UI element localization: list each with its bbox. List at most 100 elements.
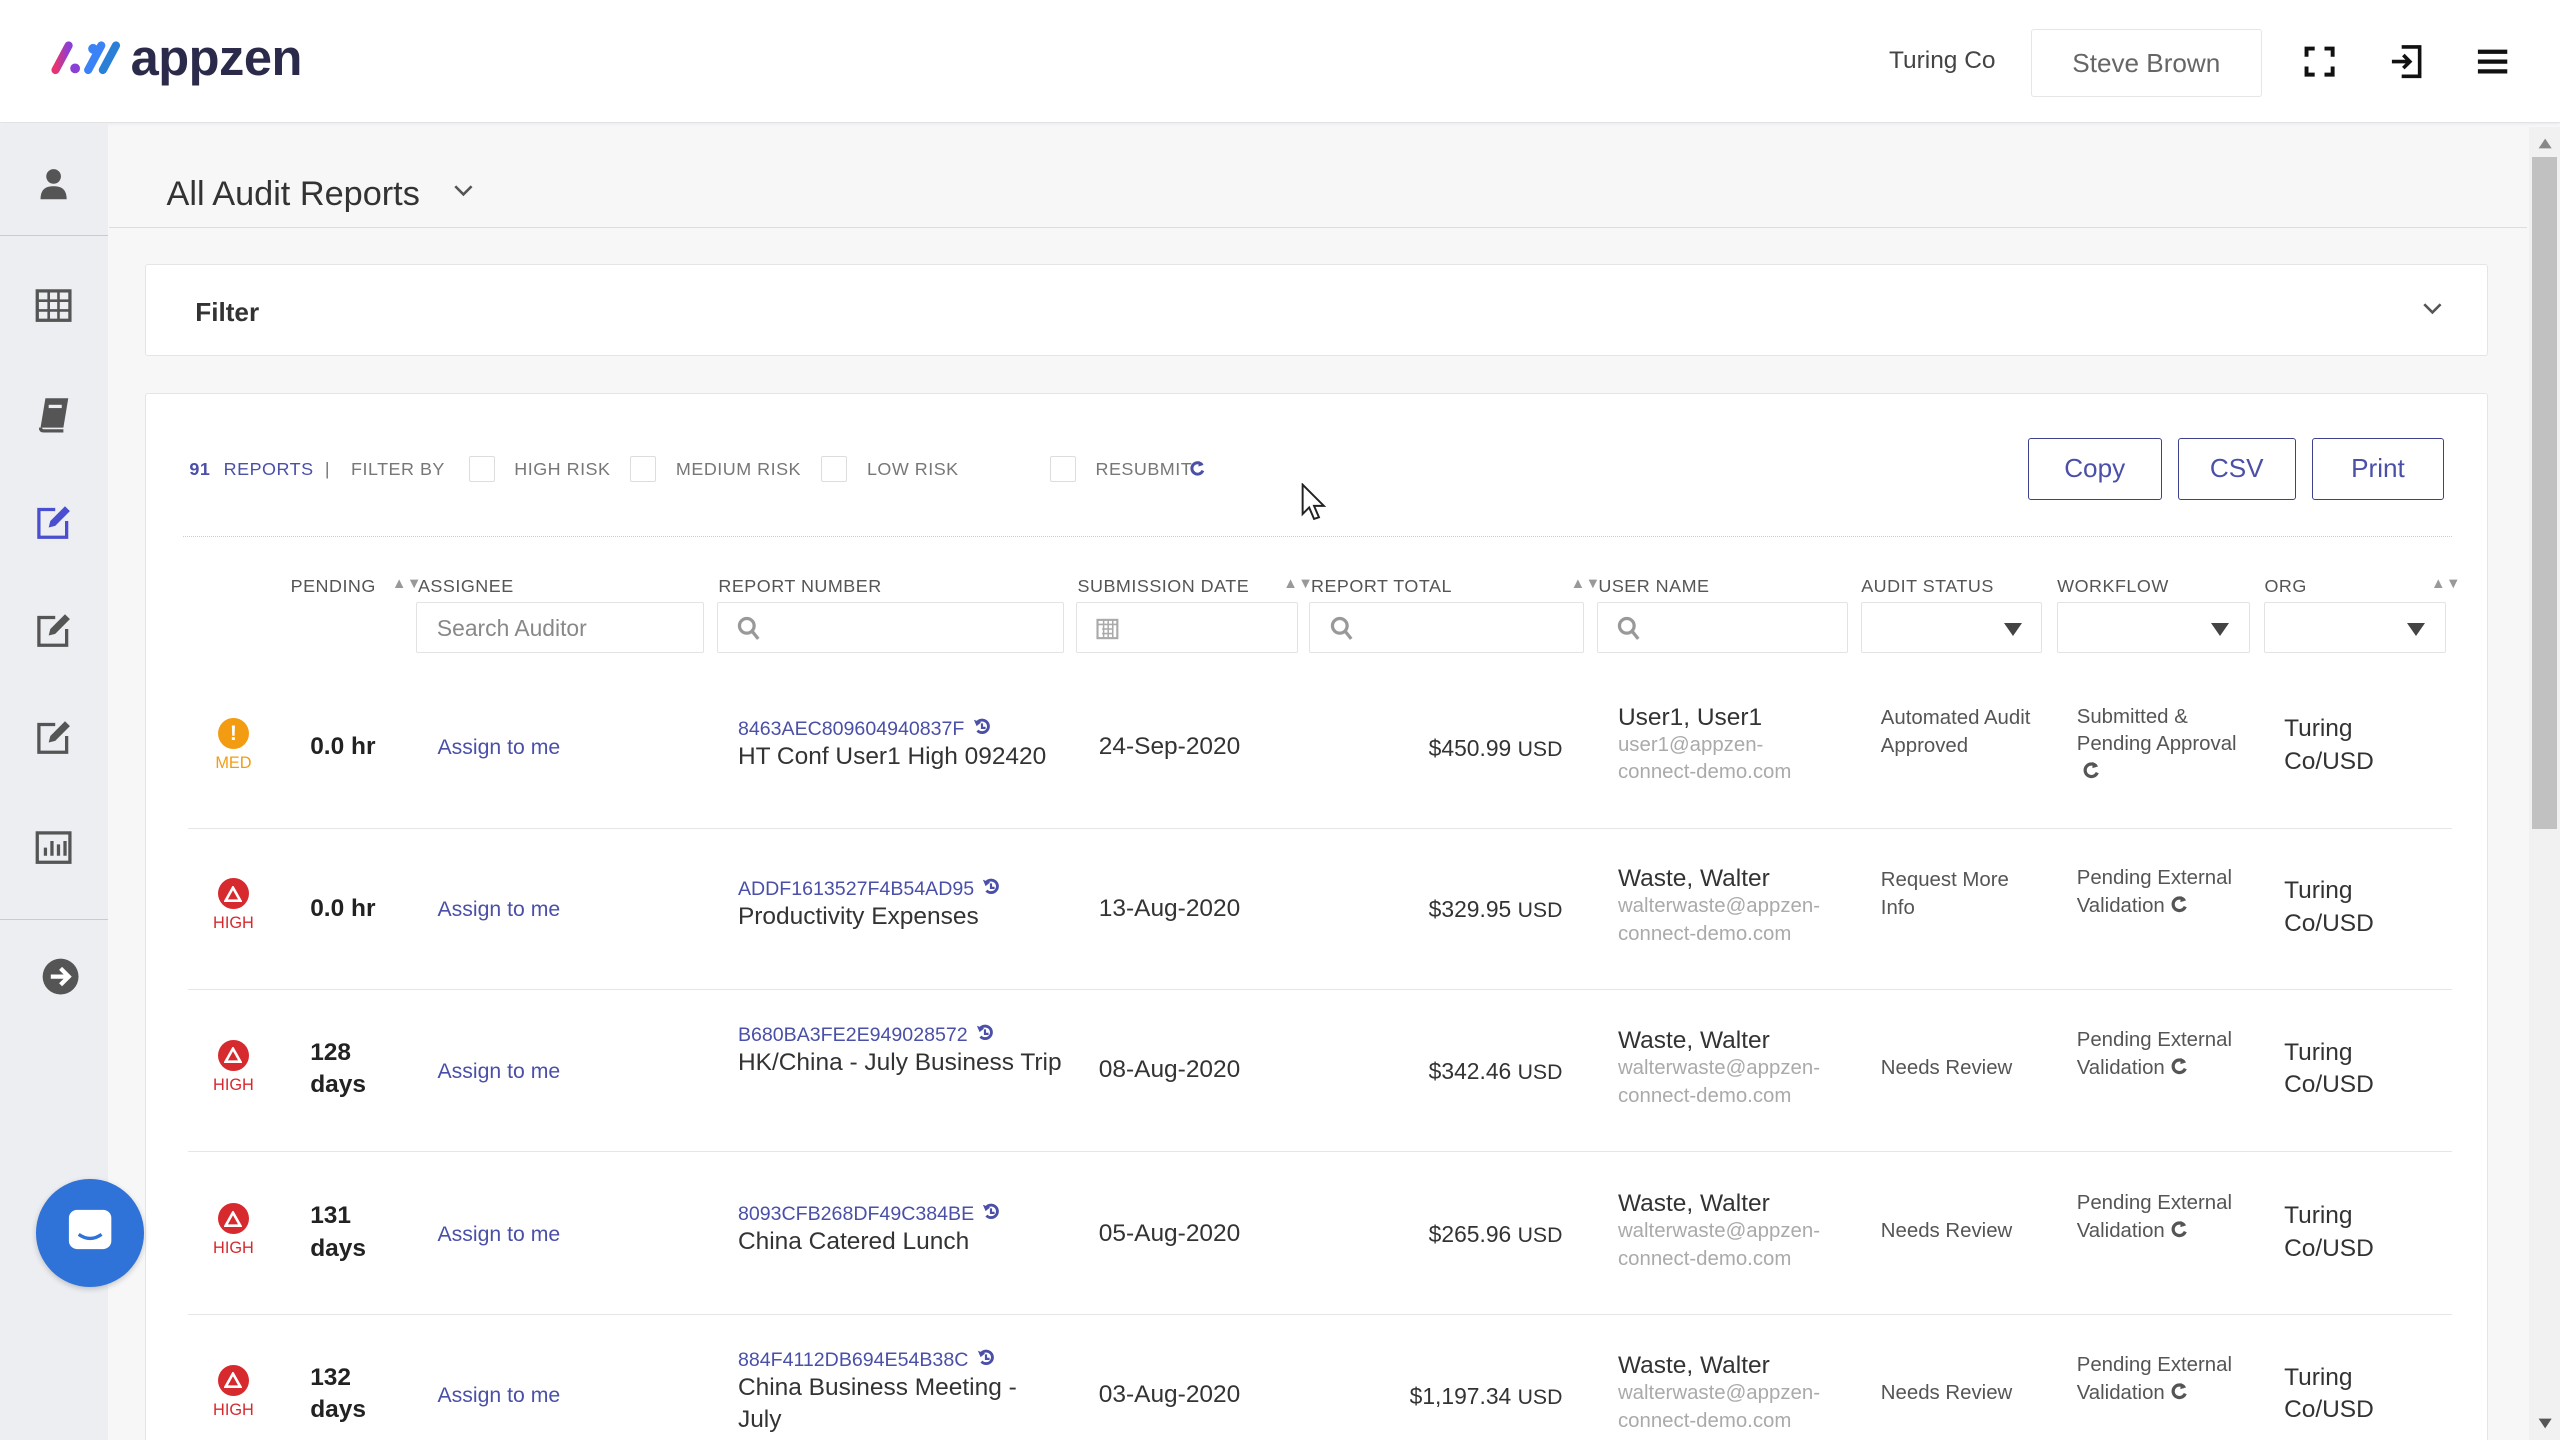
logout-icon[interactable] — [2387, 42, 2426, 81]
audit-status-select[interactable] — [1861, 602, 2043, 654]
workflow-status: Pending External Validation — [2077, 865, 2257, 921]
user-menu-button[interactable]: Steve Brown — [2031, 29, 2262, 97]
workflow-text: Pending External Validation — [2076, 1353, 2233, 1404]
print-button[interactable]: Print — [2311, 437, 2445, 500]
column-header-submission-date[interactable]: SUBMISSION DATE — [1077, 576, 1250, 597]
filter-panel[interactable]: Filter — [145, 264, 2489, 356]
report-name: Productivity Expenses — [737, 903, 979, 931]
currency: USD — [1517, 1385, 1563, 1409]
scroll-up-icon[interactable] — [2537, 137, 2553, 150]
edit-icon[interactable] — [34, 718, 73, 757]
amount: $450.99 — [1428, 734, 1512, 761]
appzen-logo[interactable]: appzen — [49, 29, 302, 86]
scrollbar-thumb[interactable] — [2532, 156, 2557, 830]
report-id-link[interactable]: 8093CFB268DF49C384BE — [737, 1203, 975, 1226]
workflow-text: Submitted & Pending Approval — [2076, 705, 2237, 756]
medium-risk-label: MEDIUM RISK — [675, 458, 801, 479]
scroll-down-icon[interactable] — [2537, 1417, 2553, 1430]
report-number: ADDF1613527F4B54AD95 Productivity Expens… — [738, 878, 1065, 934]
refresh-icon[interactable] — [2170, 895, 2188, 913]
assign-to-me-link[interactable]: Assign to me — [437, 1384, 561, 1408]
edit-icon[interactable] — [34, 611, 73, 650]
assignee-search-input[interactable]: Search Auditor — [416, 602, 704, 654]
workflow-status: Submitted & Pending Approval — [2077, 704, 2257, 787]
workflow-select[interactable] — [2057, 602, 2250, 654]
amount: $329.95 — [1428, 896, 1512, 923]
chevron-down-icon[interactable] — [452, 183, 475, 199]
warning-triangle-icon — [217, 878, 249, 910]
sort-icon[interactable]: ▲▼ — [1283, 576, 1314, 593]
refresh-icon[interactable] — [2170, 1220, 2188, 1238]
user-cell: Waste, Walter walterwaste@appzen-​connec… — [1618, 1352, 1847, 1436]
pending-time: 132 days — [310, 1363, 366, 1424]
chevron-down-icon[interactable] — [2421, 301, 2444, 317]
user-cell: Waste, Walter walterwaste@appzen-​connec… — [1618, 1027, 1847, 1111]
submission-date: 24-Sep-2020 — [1098, 733, 1241, 761]
assign-to-me-link[interactable]: Assign to me — [437, 736, 561, 760]
chat-launcher-button[interactable] — [35, 1178, 144, 1287]
reports-table-card — [145, 393, 2489, 1440]
sort-icon[interactable]: ▲▼ — [391, 576, 422, 593]
fullscreen-icon[interactable] — [2300, 42, 2339, 81]
user-email: walterwaste@appzen-​connect-demo.com — [1617, 1220, 1820, 1270]
workflow-status: Pending External Validation — [2077, 1027, 2257, 1083]
report-id-link[interactable]: B680BA3FE2E949028572 — [737, 1023, 968, 1046]
column-header-org[interactable]: ORG — [2264, 576, 2307, 597]
high-risk-checkbox[interactable] — [468, 455, 495, 482]
history-icon[interactable] — [982, 1203, 1000, 1221]
user-cell: Waste, Walter walterwaste@appzen-​connec… — [1618, 865, 1847, 949]
page-title[interactable]: All Audit Reports — [166, 174, 420, 213]
risk-label: HIGH — [213, 914, 254, 933]
user-icon[interactable] — [34, 165, 73, 204]
report-total: $342.46 USD — [1331, 1058, 1563, 1085]
pending-time: 0.0 hr — [310, 733, 376, 761]
assign-to-me-link[interactable]: Assign to me — [437, 1059, 561, 1083]
user-name: Waste, Walter — [1617, 865, 1770, 893]
user-cell: Waste, Walter walterwaste@appzen-​connec… — [1618, 1190, 1847, 1274]
column-header-report-total[interactable]: REPORT TOTAL — [1311, 576, 1452, 597]
bar-chart-icon[interactable] — [34, 828, 73, 867]
medium-risk-checkbox[interactable] — [630, 455, 657, 482]
column-header-workflow: WORKFLOW — [2057, 576, 2169, 597]
refresh-icon[interactable] — [2082, 761, 2100, 779]
table-row[interactable]: HIGH 131 days Assign to me 8093CFB268DF4… — [187, 1154, 2453, 1316]
refresh-icon[interactable] — [2170, 1057, 2188, 1075]
org: Turing Co/USD — [2284, 715, 2374, 776]
report-total-search-input[interactable] — [1309, 602, 1584, 654]
report-id-link[interactable]: 884F4112DB694E54B38C — [737, 1348, 969, 1371]
history-icon[interactable] — [976, 1024, 994, 1042]
refresh-icon[interactable] — [2170, 1382, 2188, 1400]
audit-status: Needs Review — [1880, 1219, 2013, 1242]
report-id-link[interactable]: 8463AEC809604940837F — [737, 718, 965, 741]
assign-to-me-link[interactable]: Assign to me — [437, 897, 561, 921]
risk-badge: HIGH — [211, 1039, 257, 1095]
csv-button[interactable]: CSV — [2177, 437, 2296, 500]
column-header-pending[interactable]: PENDING — [290, 576, 376, 597]
table-row[interactable]: ! MED 0.0 hr Assign to me 8463AEC8096049… — [187, 668, 2453, 829]
history-icon[interactable] — [982, 878, 1000, 896]
arrow-right-circle-icon[interactable] — [41, 957, 80, 996]
table-row[interactable]: HIGH 0.0 hr Assign to me ADDF1613527F4B5… — [187, 829, 2453, 991]
org-select[interactable] — [2264, 602, 2446, 654]
book-icon[interactable] — [34, 395, 73, 434]
copy-button[interactable]: Copy — [2027, 437, 2162, 500]
sort-icon[interactable]: ▲▼ — [2431, 576, 2462, 593]
history-icon[interactable] — [977, 1349, 995, 1367]
report-id-link[interactable]: ADDF1613527F4B54AD95 — [737, 878, 975, 901]
resubmit-checkbox[interactable] — [1049, 455, 1076, 482]
table-row[interactable]: HIGH 128 days Assign to me B680BA3FE2E94… — [187, 991, 2453, 1153]
report-number-search-input[interactable] — [716, 602, 1065, 654]
table-row[interactable]: HIGH 132 days Assign to me 884F4112DB694… — [188, 1316, 2452, 1440]
assign-to-me-link[interactable]: Assign to me — [437, 1222, 561, 1246]
caret-down-icon — [2407, 623, 2426, 637]
risk-label: HIGH — [213, 1239, 254, 1258]
history-icon[interactable] — [973, 718, 991, 736]
user-name-search-input[interactable] — [1596, 602, 1849, 654]
menu-icon[interactable] — [2473, 42, 2512, 81]
submission-date-input[interactable] — [1075, 602, 1298, 654]
edit-icon[interactable] — [34, 503, 73, 542]
low-risk-checkbox[interactable] — [821, 455, 848, 482]
sort-icon[interactable]: ▲▼ — [1570, 576, 1601, 593]
grid-icon[interactable] — [34, 286, 73, 325]
workflow-status: Pending External Validation — [2077, 1190, 2257, 1246]
